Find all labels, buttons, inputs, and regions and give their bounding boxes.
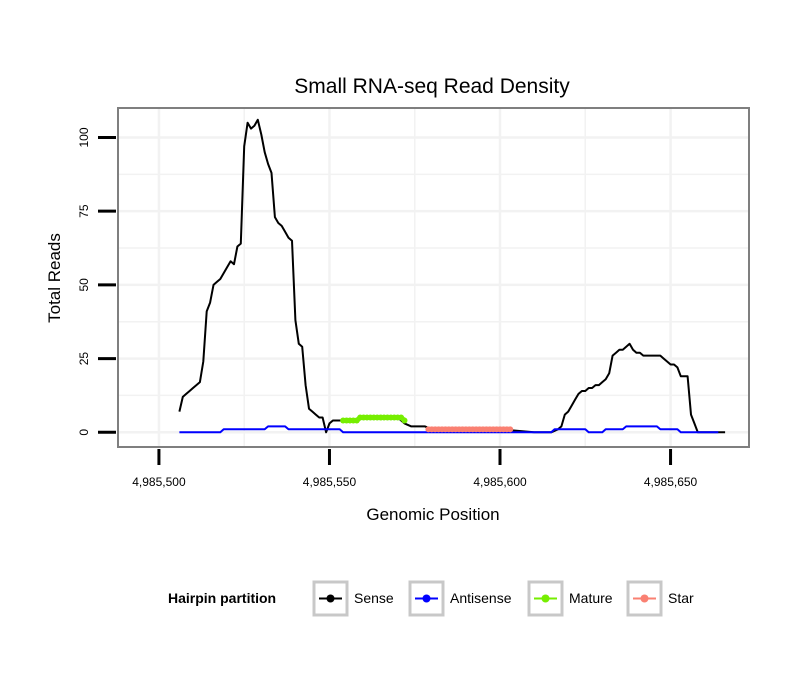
- legend-item-antisense: Antisense: [408, 580, 512, 617]
- legend-item-star: Star: [626, 580, 694, 617]
- y-tick-label: 75: [77, 204, 91, 218]
- y-axis-label: Total Reads: [45, 233, 64, 323]
- series-line-antisense: [179, 425, 719, 434]
- x-tick-label: 4,985,500: [132, 475, 186, 489]
- y-tick-label: 25: [77, 352, 91, 366]
- legend-label-antisense: Antisense: [450, 590, 512, 606]
- series-line-sense: [178, 118, 726, 434]
- data-point-mature: [401, 417, 408, 424]
- legend-key-point: [640, 594, 649, 603]
- legend-item-mature: Mature: [527, 580, 613, 617]
- legend-key-point: [326, 594, 335, 603]
- legend-item-sense: Sense: [312, 580, 394, 617]
- y-tick-label: 50: [77, 278, 91, 292]
- series-layer: [178, 118, 726, 434]
- legend-label-mature: Mature: [569, 590, 613, 606]
- x-tick-label: 4,985,650: [644, 475, 698, 489]
- x-tick-label: 4,985,550: [303, 475, 357, 489]
- y-tick-label: 100: [77, 127, 91, 147]
- legend-label-sense: Sense: [354, 590, 394, 606]
- axes: 0 25 50 75 100 4,985,500 4,985,550 4,985,600 4,9…: [77, 127, 698, 489]
- grid-lines: [118, 108, 749, 447]
- x-axis-label: Genomic Position: [366, 505, 499, 524]
- legend: Hairpin partition Sense Antisense Mature St…: [168, 580, 694, 617]
- x-tick-label: 4,985,600: [473, 475, 527, 489]
- legend-key-point: [541, 594, 550, 603]
- legend-key-point: [422, 594, 431, 603]
- legend-label-star: Star: [668, 590, 694, 606]
- chart-title: Small RNA-seq Read Density: [294, 75, 570, 98]
- y-tick-label: 0: [77, 429, 91, 436]
- data-point-star: [507, 426, 514, 433]
- legend-title: Hairpin partition: [168, 590, 276, 606]
- plot-panel-border: [117, 107, 750, 448]
